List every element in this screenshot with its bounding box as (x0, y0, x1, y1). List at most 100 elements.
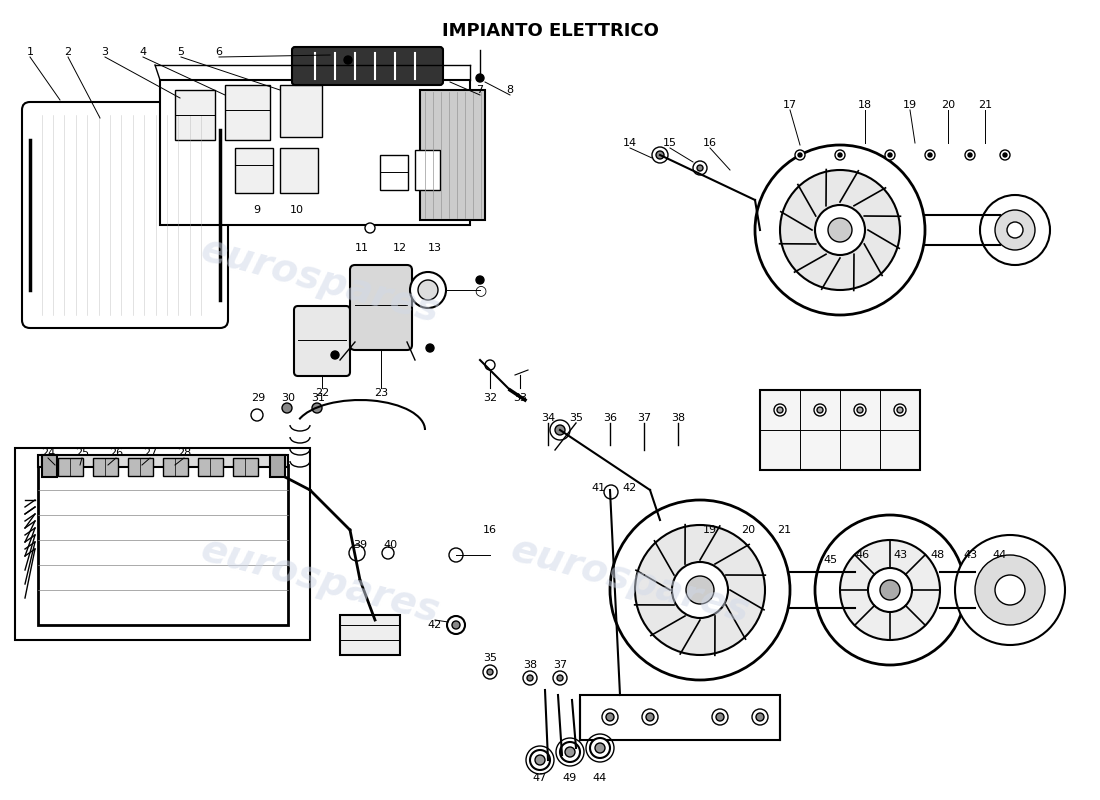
Text: 2: 2 (65, 47, 72, 57)
Circle shape (896, 407, 903, 413)
Text: 4: 4 (140, 47, 146, 57)
Text: 19: 19 (703, 525, 717, 535)
Text: 25: 25 (75, 448, 89, 458)
Circle shape (485, 360, 495, 370)
Bar (420, 90, 485, 220)
Text: 45: 45 (823, 555, 837, 565)
Circle shape (780, 170, 900, 290)
Circle shape (602, 709, 618, 725)
Circle shape (965, 150, 975, 160)
Text: 24: 24 (41, 448, 55, 458)
Circle shape (282, 403, 292, 413)
Bar (58, 458, 82, 476)
Circle shape (452, 621, 460, 629)
Bar (226, 85, 270, 140)
Bar (760, 390, 920, 470)
Text: 8: 8 (506, 85, 514, 95)
Circle shape (672, 562, 728, 618)
Circle shape (693, 161, 707, 175)
Circle shape (365, 223, 375, 233)
Circle shape (795, 150, 805, 160)
Circle shape (886, 150, 895, 160)
Circle shape (756, 713, 764, 721)
Text: 42: 42 (428, 620, 442, 630)
Bar (163, 458, 188, 476)
Text: 31: 31 (311, 393, 324, 403)
Text: 22: 22 (315, 388, 329, 398)
Circle shape (382, 547, 394, 559)
Text: 26: 26 (109, 448, 123, 458)
Text: 16: 16 (483, 525, 497, 535)
Text: 15: 15 (663, 138, 676, 148)
Circle shape (426, 344, 434, 352)
Circle shape (1006, 222, 1023, 238)
Text: 44: 44 (593, 773, 607, 783)
Text: eurospares: eurospares (197, 230, 443, 330)
Circle shape (712, 709, 728, 725)
Circle shape (251, 409, 263, 421)
Circle shape (550, 420, 570, 440)
Bar (39, 455, 288, 467)
Bar (415, 150, 440, 190)
Bar (379, 155, 408, 190)
FancyBboxPatch shape (22, 102, 228, 328)
Circle shape (590, 738, 610, 758)
Text: 49: 49 (563, 773, 578, 783)
Text: 43: 43 (893, 550, 907, 560)
Bar (280, 85, 322, 137)
Circle shape (815, 515, 965, 665)
Circle shape (530, 750, 550, 770)
Text: 9: 9 (253, 205, 261, 215)
Circle shape (418, 280, 438, 300)
Bar (15, 448, 310, 640)
Circle shape (755, 145, 925, 315)
Text: 40: 40 (383, 540, 397, 550)
Text: 13: 13 (428, 243, 442, 253)
Circle shape (955, 535, 1065, 645)
Text: 10: 10 (290, 205, 304, 215)
Circle shape (635, 525, 764, 655)
Circle shape (996, 575, 1025, 605)
Circle shape (975, 555, 1045, 625)
Text: 6: 6 (216, 47, 222, 57)
Text: 19: 19 (903, 100, 917, 110)
Bar (39, 465, 288, 625)
Text: 43: 43 (962, 550, 977, 560)
Circle shape (410, 272, 446, 308)
Circle shape (487, 669, 493, 675)
Text: 38: 38 (671, 413, 685, 423)
Circle shape (344, 56, 352, 64)
Bar (42, 455, 57, 477)
Text: 35: 35 (483, 653, 497, 663)
Text: 1: 1 (26, 47, 33, 57)
Circle shape (1000, 150, 1010, 160)
Text: 46: 46 (855, 550, 869, 560)
Circle shape (835, 150, 845, 160)
Circle shape (888, 153, 892, 157)
Circle shape (777, 407, 783, 413)
Circle shape (449, 548, 463, 562)
Circle shape (483, 665, 497, 679)
Text: 35: 35 (569, 413, 583, 423)
Circle shape (556, 425, 565, 435)
Text: 48: 48 (931, 550, 945, 560)
Bar (175, 90, 214, 140)
Text: 27: 27 (143, 448, 157, 458)
Bar (160, 80, 470, 225)
Circle shape (817, 407, 823, 413)
Circle shape (606, 713, 614, 721)
Circle shape (840, 540, 940, 640)
Bar (235, 148, 273, 193)
Text: 29: 29 (251, 393, 265, 403)
Text: 28: 28 (177, 448, 191, 458)
Circle shape (652, 147, 668, 163)
Circle shape (560, 742, 580, 762)
Text: 37: 37 (553, 660, 568, 670)
Circle shape (331, 351, 339, 359)
Circle shape (565, 747, 575, 757)
Text: 30: 30 (280, 393, 295, 403)
Circle shape (752, 709, 768, 725)
Text: 39: 39 (353, 540, 367, 550)
Text: 42: 42 (623, 483, 637, 493)
Text: 44: 44 (993, 550, 1008, 560)
